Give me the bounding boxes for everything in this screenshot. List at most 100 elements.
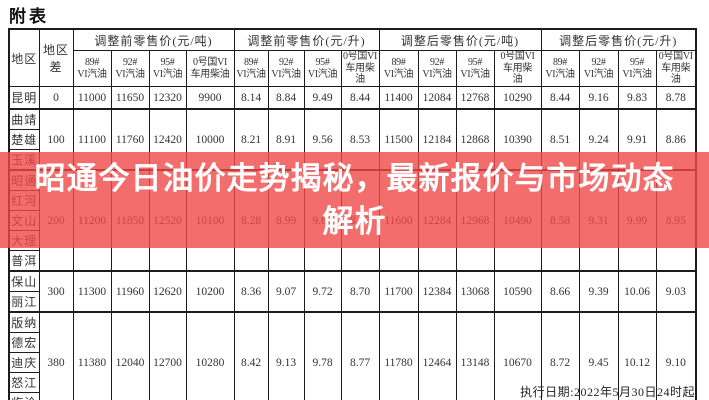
- region-cell: 迪庆: [8, 352, 40, 373]
- price-cell: 9.72: [303, 270, 342, 313]
- price-cell: 8.78: [655, 86, 697, 110]
- price-cell: 8.72: [540, 311, 580, 400]
- table-row: 普洱: [8, 250, 696, 272]
- price-cell: 11650: [110, 86, 150, 110]
- price-cell: 8.77: [340, 311, 380, 400]
- headline-banner-overlay: 昭通今日油价走势揭秘，最新报价与市场动态 解析: [0, 152, 709, 248]
- header-fuel-col-1: 92# VI汽油: [110, 50, 150, 87]
- table-row: 德宏: [8, 332, 696, 353]
- price-cell: 12620: [148, 270, 187, 313]
- price-cell: 8.44: [340, 86, 380, 110]
- header-fuel-col-3: 0号国VI 车用柴油: [185, 50, 235, 87]
- region-cell: 普洱: [8, 250, 40, 272]
- header-fuel-col-11: 0号国VI 车用柴 油: [493, 50, 542, 87]
- region-cell: 昆明: [8, 86, 40, 110]
- price-cell: 9.49: [303, 86, 342, 110]
- banner-title-line2: 解析: [322, 204, 387, 239]
- region-cell: 保山: [8, 270, 40, 292]
- header-group-pre-ton: 调整前零售价(元/吨): [72, 28, 235, 51]
- execution-date-label: 执行日期:2022年5月30日24时起: [520, 385, 695, 399]
- price-cell: 12464: [417, 311, 457, 400]
- price-cell: 12084: [417, 86, 457, 110]
- header-fuel-col-15: 0号国VI 车用柴油: [655, 50, 697, 87]
- region-cell: 怒江: [8, 372, 40, 393]
- header-region: 地区: [8, 28, 40, 87]
- banner-title: 昭通今日油价走势揭秘，最新报价与市场动态 解析: [15, 157, 695, 243]
- region-diff-cell: 380: [38, 311, 74, 400]
- header-fuel-col-14: 95# VI汽油: [617, 50, 657, 87]
- price-cell: 13068: [455, 270, 495, 313]
- price-cell: 8.44: [540, 86, 580, 110]
- header-group-post-ton: 调整后零售价(元/吨): [378, 28, 542, 51]
- price-cell: 9.39: [578, 270, 619, 313]
- price-cell: 12384: [417, 270, 457, 313]
- table-row: 昆明 0 11000 11650 12320 9900 8.14 8.84 9.49 8.44 11…: [8, 86, 697, 110]
- price-cell: 9.45: [578, 311, 619, 400]
- price-cell: 13148: [455, 311, 495, 400]
- price-cell: 8.70: [340, 270, 380, 313]
- price-cell: 10290: [493, 86, 542, 110]
- region-cell: 曲靖: [8, 108, 40, 130]
- price-cell: 9.03: [655, 270, 697, 313]
- header-fuel-col-10: 95# VI汽油: [455, 50, 495, 87]
- price-cell: 10280: [185, 311, 235, 400]
- region-cell: 版纳: [8, 311, 40, 333]
- price-cell: 11780: [378, 311, 419, 400]
- region-cell: 德宏: [8, 332, 40, 353]
- header-fuel-col-0: 89# VI汽油: [72, 50, 112, 87]
- price-cell: 12768: [455, 86, 495, 110]
- page-title: 附表: [9, 7, 49, 26]
- price-cell: 8.42: [233, 311, 269, 400]
- table-row: 迪庆: [8, 352, 696, 373]
- fuel-header-row: 89# VI汽油 92# VI汽油 95# VI汽油 0号国VI 车用柴油 89# VI…: [9, 50, 697, 87]
- price-cell: 8.14: [233, 86, 269, 110]
- price-cell: 9.10: [655, 311, 697, 400]
- group-header-row: 地区 地区差 调整前零售价(元/吨) 调整前零售价(元/升) 调整后零售价(元/…: [8, 28, 697, 87]
- price-cell: 12040: [110, 311, 150, 400]
- region-cell: 丽江: [8, 291, 40, 313]
- header-fuel-col-9: 92# VI汽油: [417, 50, 457, 87]
- price-cell: 9.83: [617, 86, 657, 110]
- price-cell: 8.84: [267, 86, 305, 110]
- price-cell: 12700: [148, 311, 187, 400]
- table-row: 曲靖 100 11100 11760 12420 10000 8.21 8.91 9.56 8.5…: [8, 108, 697, 171]
- header-fuel-col-6: 95# VI汽油: [303, 50, 342, 87]
- price-cell: 11380: [72, 311, 112, 400]
- region-diff-cell: 300: [38, 270, 74, 313]
- region-diff-cell: 0: [38, 86, 74, 110]
- price-cell: 11000: [72, 86, 112, 110]
- price-cell: 9.13: [267, 311, 305, 400]
- table-row: 丽江: [8, 291, 696, 313]
- header-fuel-col-5: 92# VI汽油: [267, 50, 305, 87]
- header-fuel-col-7: 0号国VI 车用柴 油: [340, 50, 380, 87]
- header-fuel-col-2: 95# VI汽油: [148, 50, 187, 87]
- price-cell: 11400: [378, 86, 419, 110]
- price-cell: 8.36: [233, 270, 269, 313]
- price-cell: 10200: [185, 270, 235, 313]
- price-cell: 9.07: [267, 270, 305, 313]
- price-cell: 11300: [72, 270, 112, 313]
- price-cell: 12320: [148, 86, 187, 110]
- price-cell: 9.78: [303, 311, 342, 400]
- price-cell: 8.66: [540, 270, 580, 313]
- header-group-pre-liter: 调整前零售价(元/升): [233, 28, 380, 51]
- header-fuel-col-13: 92# VI汽油: [578, 50, 619, 87]
- fuel-price-table: 地区 地区差 调整前零售价(元/吨) 调整前零售价(元/升) 调整后零售价(元/…: [8, 28, 697, 400]
- price-cell: 9900: [185, 86, 235, 110]
- price-cell: 11700: [378, 270, 419, 313]
- region-cell: 楚雄: [8, 129, 40, 150]
- table-row: 临沧: [8, 392, 696, 400]
- table-row: 版纳 380 11380 12040 12700 10280 8.42 9.13 9.78 8.7…: [8, 311, 697, 400]
- header-fuel-col-4: 89# VI汽油: [233, 50, 269, 87]
- price-cell: 9.16: [578, 86, 619, 110]
- banner-title-line1: 昭通今日油价走势揭秘，最新报价与市场动态: [34, 161, 675, 196]
- region-cell: 临沧: [8, 392, 40, 400]
- table-row: 保山 300 11300 11960 12620 10200 8.36 9.07 9.72 8.7…: [8, 270, 697, 313]
- price-cell: 10.06: [617, 270, 657, 313]
- table-row: 楚雄: [8, 129, 696, 150]
- header-fuel-col-12: 89# VI汽油: [540, 50, 580, 87]
- header-group-post-liter: 调整后零售价(元/升): [540, 28, 697, 51]
- header-region-diff: 地区差: [38, 28, 74, 87]
- header-fuel-col-8: 89# VI汽油: [378, 50, 419, 87]
